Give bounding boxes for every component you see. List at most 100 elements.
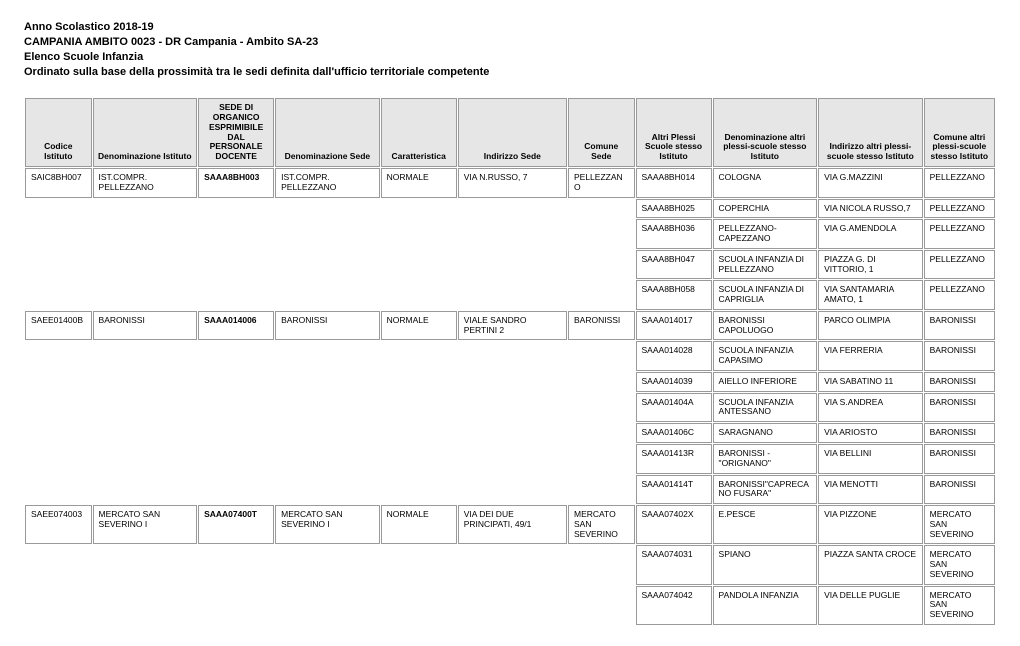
table-cell: MERCATO SAN SEVERINO: [568, 505, 635, 544]
col-header-9: Indirizzo altri plessi-scuole stesso Ist…: [818, 98, 923, 167]
table-cell: [568, 372, 635, 392]
table-cell: SARAGNANO: [713, 423, 818, 443]
table-cell: [93, 280, 198, 310]
table-cell: [381, 444, 457, 474]
table-row: SAAA014028SCUOLA INFANZIA CAPASIMOVIA FE…: [25, 341, 995, 371]
table-cell: [93, 199, 198, 219]
table-cell: BARONISSI: [924, 444, 995, 474]
table-cell: BARONISSI CAPOLUOGO: [713, 311, 818, 341]
table-cell: PELLEZZANO: [924, 280, 995, 310]
col-header-8: Denominazione altri plessi-scuole stesso…: [713, 98, 818, 167]
table-cell: [275, 280, 380, 310]
table-cell: SAAA01404A: [636, 393, 712, 423]
table-cell: AIELLO INFERIORE: [713, 372, 818, 392]
table-cell: PELLEZZANO: [924, 219, 995, 249]
title-line-1: Anno Scolastico 2018-19: [24, 20, 996, 35]
table-cell: [25, 372, 92, 392]
table-cell: [93, 586, 198, 625]
table-cell: [275, 372, 380, 392]
table-cell: SCUOLA INFANZIA CAPASIMO: [713, 341, 818, 371]
table-cell: [458, 423, 567, 443]
table-cell: VIALE SANDRO PERTINI 2: [458, 311, 567, 341]
table-cell: [198, 219, 274, 249]
table-cell: [25, 341, 92, 371]
table-cell: [568, 280, 635, 310]
table-cell: [275, 545, 380, 584]
table-cell: SAAA8BH003: [198, 168, 274, 198]
table-cell: VIA G.MAZZINI: [818, 168, 923, 198]
table-cell: [275, 423, 380, 443]
table-row: SAEE074003MERCATO SAN SEVERINO ISAAA0740…: [25, 505, 995, 544]
table-cell: SAAA014017: [636, 311, 712, 341]
table-cell: PIAZZA SANTA CROCE: [818, 545, 923, 584]
table-cell: [25, 475, 92, 505]
table-cell: BARONISSI: [93, 311, 198, 341]
table-cell: [381, 393, 457, 423]
table-cell: SAAA8BH058: [636, 280, 712, 310]
table-cell: PELLEZZANO-CAPEZZANO: [713, 219, 818, 249]
table-cell: [568, 219, 635, 249]
table-cell: COLOGNA: [713, 168, 818, 198]
table-cell: [458, 545, 567, 584]
table-cell: PELLEZZANO: [924, 168, 995, 198]
table-cell: [25, 219, 92, 249]
table-cell: VIA DELLE PUGLIE: [818, 586, 923, 625]
table-row: SAAA8BH058SCUOLA INFANZIA DI CAPRIGLIAVI…: [25, 280, 995, 310]
table-cell: BARONISSI: [568, 311, 635, 341]
col-header-5: Indirizzo Sede: [458, 98, 567, 167]
table-cell: VIA BELLINI: [818, 444, 923, 474]
table-cell: IST.COMPR. PELLEZZANO: [275, 168, 380, 198]
table-cell: [381, 199, 457, 219]
table-cell: SAAA014028: [636, 341, 712, 371]
title-line-4: Ordinato sulla base della prossimità tra…: [24, 65, 996, 80]
table-cell: SAIC8BH007: [25, 168, 92, 198]
table-cell: [381, 280, 457, 310]
table-cell: PELLEZZANO: [924, 199, 995, 219]
table-cell: [568, 250, 635, 280]
table-cell: VIA SABATINO 11: [818, 372, 923, 392]
table-cell: MERCATO SAN SEVERINO: [924, 545, 995, 584]
col-header-1: Denominazione Istituto: [93, 98, 198, 167]
table-cell: SAAA8BH036: [636, 219, 712, 249]
table-cell: VIA N.RUSSO, 7: [458, 168, 567, 198]
table-row: SAAA01414TBARONISSI"CAPRECANO FUSARA"VIA…: [25, 475, 995, 505]
table-cell: SAAA01414T: [636, 475, 712, 505]
table-cell: [381, 423, 457, 443]
table-cell: BARONISSI: [924, 475, 995, 505]
table-cell: [25, 393, 92, 423]
table-cell: VIA S.ANDREA: [818, 393, 923, 423]
table-cell: BARONISSI"CAPRECANO FUSARA": [713, 475, 818, 505]
table-cell: BARONISSI: [924, 372, 995, 392]
table-cell: [275, 444, 380, 474]
table-cell: [275, 393, 380, 423]
table-row: SAAA014039AIELLO INFERIOREVIA SABATINO 1…: [25, 372, 995, 392]
col-header-0: Codice Istituto: [25, 98, 92, 167]
table-cell: PIAZZA G. DI VITTORIO, 1: [818, 250, 923, 280]
col-header-7: Altri Plessi Scuole stesso Istituto: [636, 98, 712, 167]
table-cell: [198, 341, 274, 371]
table-cell: MERCATO SAN SEVERINO I: [93, 505, 198, 544]
table-cell: [568, 199, 635, 219]
table-cell: SAEE074003: [25, 505, 92, 544]
table-cell: [568, 586, 635, 625]
table-cell: [381, 545, 457, 584]
table-cell: [25, 423, 92, 443]
table-cell: [198, 199, 274, 219]
table-cell: [381, 250, 457, 280]
table-cell: SAEE01400B: [25, 311, 92, 341]
table-cell: VIA NICOLA RUSSO,7: [818, 199, 923, 219]
table-row: SAAA01406CSARAGNANOVIA ARIOSTOBARONISSI: [25, 423, 995, 443]
table-row: SAAA01413RBARONISSI - "ORIGNANO"VIA BELL…: [25, 444, 995, 474]
table-row: SAAA074042PANDOLA INFANZIAVIA DELLE PUGL…: [25, 586, 995, 625]
table-cell: PELLEZZANO: [924, 250, 995, 280]
table-row: SAAA01404ASCUOLA INFANZIA ANTESSANOVIA S…: [25, 393, 995, 423]
table-cell: VIA SANTAMARIA AMATO, 1: [818, 280, 923, 310]
table-cell: SAAA014039: [636, 372, 712, 392]
table-cell: BARONISSI: [924, 393, 995, 423]
table-row: SAAA074031SPIANOPIAZZA SANTA CROCEMERCAT…: [25, 545, 995, 584]
col-header-10: Comune altri plessi-scuole stesso Istitu…: [924, 98, 995, 167]
title-line-2: CAMPANIA AMBITO 0023 - DR Campania - Amb…: [24, 35, 996, 50]
table-cell: [381, 341, 457, 371]
table-cell: [381, 219, 457, 249]
table-cell: [275, 475, 380, 505]
